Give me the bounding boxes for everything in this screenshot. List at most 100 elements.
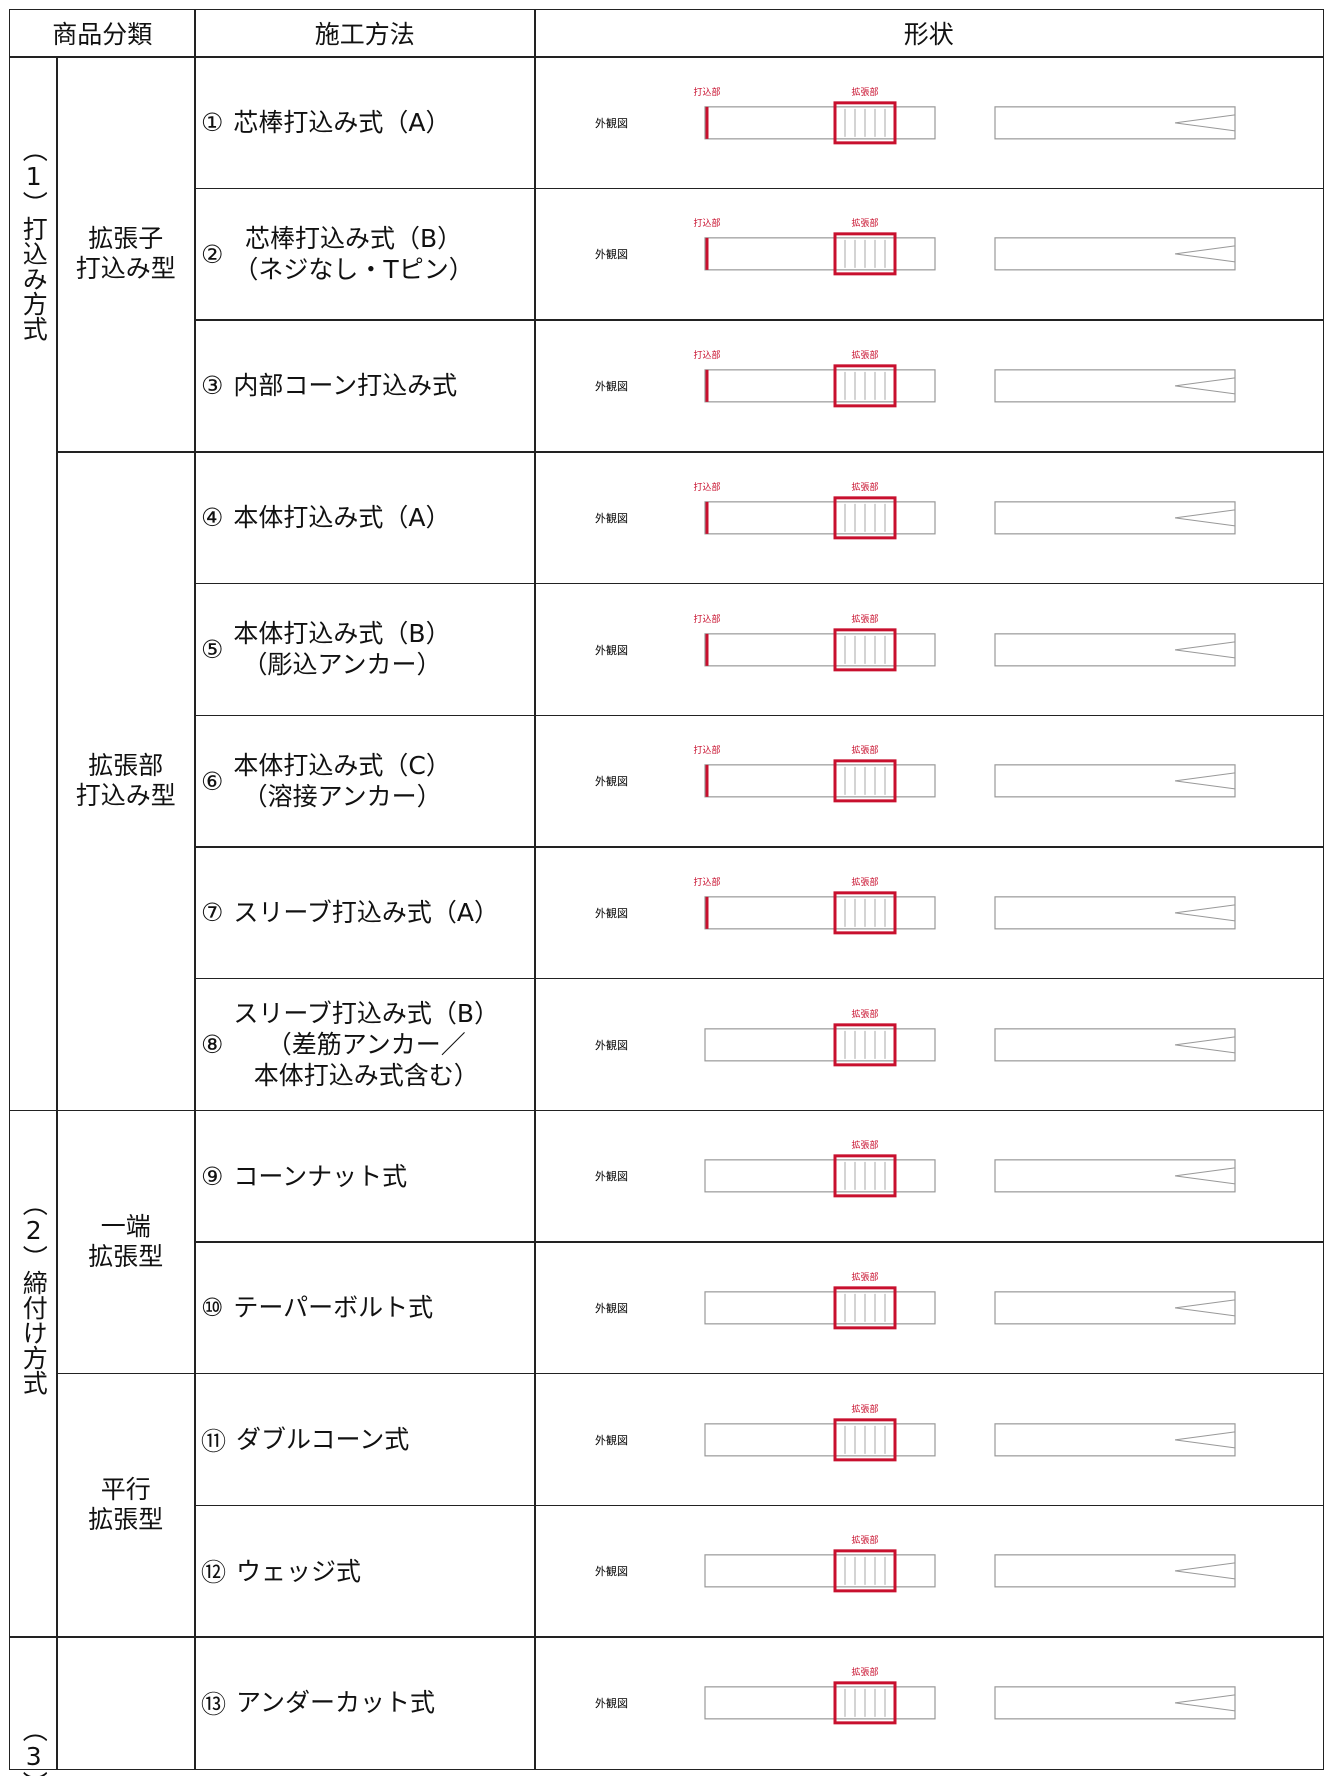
caption: 外観図 <box>595 1433 628 1447</box>
method-line: コーンナット式 <box>233 1161 408 1191</box>
method-line: ダブルコーン式 <box>236 1424 410 1454</box>
method-number: ⑥ <box>201 766 224 796</box>
caption: 外観図 <box>595 1564 628 1578</box>
method-number: ⑬ <box>201 1689 227 1719</box>
method-line: スリーブ打込み式（B） <box>233 998 500 1028</box>
illustration: 外観図 打込部 拡張部 <box>595 876 1236 935</box>
method-cell: ⑩ テーパーボルト式 <box>194 1241 536 1375</box>
part-label: 打込部 <box>693 349 720 361</box>
slit <box>1174 377 1236 395</box>
anchor-body <box>704 369 936 403</box>
method-name: 芯棒打込み式（B） （ネジなし・Tピン） <box>233 223 473 286</box>
illustration: 外観図 打込部 拡張部 <box>595 349 1236 408</box>
anchor-body <box>704 632 936 666</box>
method-line: （ネジなし・Tピン） <box>233 255 474 285</box>
expansion <box>833 364 897 408</box>
caption: 外観図 <box>595 1169 628 1183</box>
expansion <box>833 1549 897 1593</box>
method-line: （溶接アンカー） <box>242 782 442 812</box>
group-label: 拡張型 <box>88 1505 164 1535</box>
group-label: 打込み型 <box>75 254 176 284</box>
part-label: 拡張部 <box>851 1403 878 1415</box>
method-name: スリーブ打込み式（B） （差筋アンカー／ 本体打込み式含む） <box>233 998 499 1092</box>
slit <box>1174 114 1236 132</box>
anchor-body <box>704 1686 936 1720</box>
method-line: 本体打込み式（C） <box>233 750 451 780</box>
caption: 外観図 <box>595 379 628 393</box>
slit <box>1174 1299 1236 1317</box>
header-text: 形状 <box>903 20 954 50</box>
method-cell: ⑫ ウェッジ式 <box>194 1504 536 1638</box>
method-line: 芯棒打込み式（B） <box>244 224 463 254</box>
expansion <box>833 1418 897 1462</box>
method-line: （彫込アンカー） <box>242 650 442 680</box>
group-label: 平行 <box>100 1475 151 1505</box>
method-cell: ⑪ ダブルコーン式 <box>194 1373 536 1507</box>
category-cell: ︵2︶締付け方式 <box>9 1109 58 1638</box>
slit <box>1174 772 1236 790</box>
anchor-body <box>994 1291 1236 1325</box>
part-label: 拡張部 <box>851 86 878 98</box>
shape-cell: 外観図 拡張部 <box>534 1241 1324 1375</box>
group-cell: 一端 拡張型 <box>56 1109 196 1375</box>
method-number: ⑫ <box>201 1558 227 1588</box>
method-line: スリーブ打込み式（A） <box>233 898 500 928</box>
anchor-body <box>994 501 1236 535</box>
header-text: 商品分類 <box>52 20 153 50</box>
method-cell: ⑦ スリーブ打込み式（A） <box>194 846 536 980</box>
caption: 外観図 <box>595 116 628 130</box>
part-label: 拡張部 <box>851 349 878 361</box>
category-label: ︵1︶打込み方式 <box>19 137 49 341</box>
anchor-body <box>704 501 936 535</box>
method-cell: ② 芯棒打込み式（B） （ネジなし・Tピン） <box>194 187 536 321</box>
part-label: 拡張部 <box>851 1139 878 1151</box>
anchor-body <box>994 1027 1236 1062</box>
method-number: ⑧ <box>201 1029 224 1059</box>
caption: 外観図 <box>595 774 628 788</box>
method-number: ① <box>201 108 224 138</box>
method-number: ⑩ <box>201 1293 224 1323</box>
anchor-body <box>994 764 1236 798</box>
shape-cell: 外観図 打込部 拡張部 <box>534 582 1324 716</box>
anchor-body <box>994 632 1236 666</box>
slit <box>1174 904 1236 922</box>
caption: 外観図 <box>595 906 628 920</box>
anchor-body <box>704 896 936 930</box>
expansion <box>833 1022 897 1066</box>
caption: 外観図 <box>595 1696 628 1710</box>
slit <box>1174 1431 1236 1449</box>
part-label: 打込部 <box>693 612 720 624</box>
expansion <box>833 627 897 671</box>
expansion <box>833 891 897 935</box>
part-label: 拡張部 <box>851 1007 878 1019</box>
illustration: 外観図 拡張部 <box>595 1534 1236 1593</box>
group-cell <box>56 1636 196 1770</box>
expansion <box>833 232 897 276</box>
anchor-body <box>704 1554 936 1588</box>
method-number: ② <box>201 239 224 269</box>
part-label: 拡張部 <box>851 612 878 624</box>
shape-cell: 外観図 打込部 拡張部 <box>534 187 1324 321</box>
method-line: 芯棒打込み式（A） <box>233 107 451 137</box>
anchor-body <box>994 369 1236 403</box>
expansion <box>833 496 897 540</box>
header-cell: 形状 <box>534 9 1324 58</box>
slit <box>1174 1694 1236 1712</box>
part-label: 打込部 <box>693 876 720 888</box>
part-label: 打込部 <box>693 217 720 229</box>
shape-cell: 外観図 打込部 拡張部 <box>534 451 1324 585</box>
caption: 外観図 <box>595 642 628 656</box>
shape-cell: 外観図 拡張部 <box>534 1373 1324 1507</box>
anchor-body <box>994 1159 1236 1193</box>
illustration: 外観図 拡張部 <box>595 1271 1236 1330</box>
method-line: ウェッジ式 <box>236 1556 362 1586</box>
illustration: 外観図 打込部 拡張部 <box>595 481 1236 540</box>
method-name: テーパーボルト式 <box>233 1292 433 1323</box>
category-cell: ︵3︶ <box>9 1636 58 1776</box>
anchor-body <box>704 764 936 798</box>
category-cell: ︵1︶打込み方式 <box>9 56 58 1112</box>
method-number: ⑪ <box>201 1426 227 1456</box>
method-line: 本体打込み式（A） <box>233 503 451 533</box>
part-label: 拡張部 <box>851 744 878 756</box>
